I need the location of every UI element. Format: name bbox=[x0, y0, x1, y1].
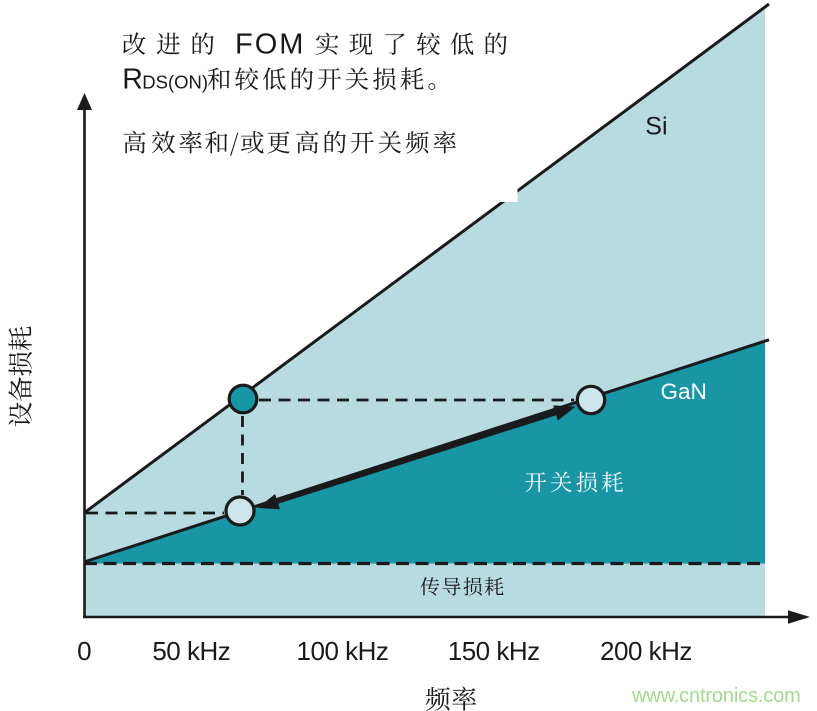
svg-text:www.cntronics.com: www.cntronics.com bbox=[631, 685, 801, 707]
svg-text:Si: Si bbox=[645, 112, 667, 140]
svg-text:GaN: GaN bbox=[661, 379, 707, 404]
svg-text:150 kHz: 150 kHz bbox=[448, 636, 540, 666]
svg-text:FOM: FOM bbox=[235, 29, 305, 61]
svg-text:100 kHz: 100 kHz bbox=[297, 636, 389, 666]
svg-text:0: 0 bbox=[77, 636, 91, 666]
svg-text:50 kHz: 50 kHz bbox=[152, 636, 230, 666]
svg-text:200 kHz: 200 kHz bbox=[600, 636, 692, 666]
svg-text:R: R bbox=[122, 64, 143, 96]
svg-text:DS(ON): DS(ON) bbox=[142, 72, 208, 93]
